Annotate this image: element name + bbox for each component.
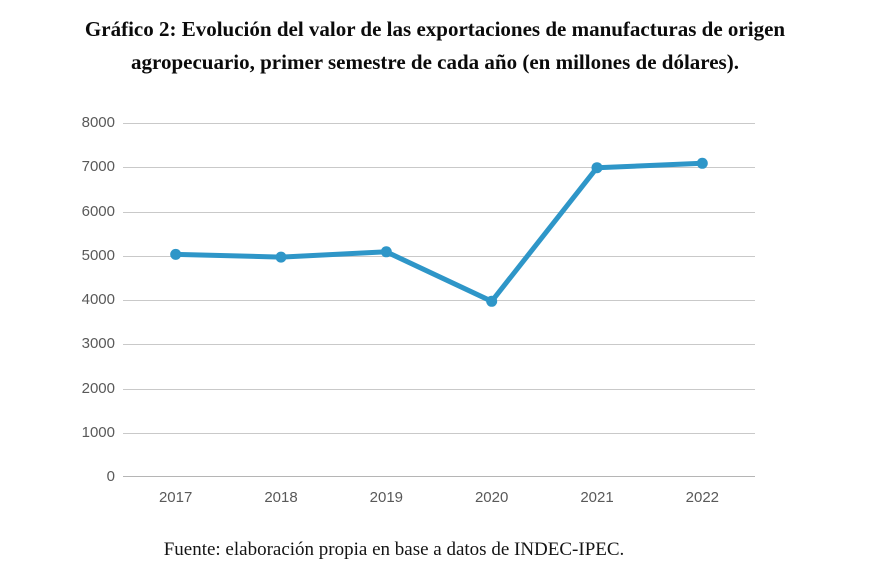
y-axis-tick-label: 6000 (81, 202, 115, 220)
x-axis-tick-label: 2017 (158, 489, 193, 506)
gridline (123, 433, 755, 434)
plot-area (123, 123, 755, 477)
data-point (275, 251, 287, 263)
x-axis-tick-label: 2020 (474, 489, 509, 506)
y-axis-tick-label: 5000 (81, 246, 115, 264)
gridline (123, 123, 755, 124)
data-point (591, 162, 603, 174)
gridline (123, 167, 755, 168)
y-axis-tick-label: 0 (106, 468, 115, 485)
figure-title: Gráfico 2: Evolución del valor de las ex… (84, 17, 786, 74)
gridline (123, 256, 755, 257)
data-point (486, 295, 498, 307)
y-axis-tick-label: 7000 (81, 158, 115, 176)
data-point (380, 246, 392, 258)
line-series (170, 157, 708, 307)
source-note: Fuente: elaboración propia en base a dat… (163, 539, 625, 560)
data-point (170, 248, 182, 260)
gridline (123, 389, 755, 390)
series-line (173, 160, 705, 304)
y-axis-tick-label: 3000 (81, 335, 115, 353)
x-axis-tick-label: 2019 (369, 489, 404, 506)
y-axis-tick-label: 4000 (81, 291, 115, 308)
gridline (123, 212, 755, 213)
gridline (123, 344, 755, 345)
y-axis-tick-label: 2000 (81, 379, 115, 397)
y-axis-tick-label: 1000 (81, 423, 115, 441)
x-axis-line (123, 476, 755, 477)
x-axis-tick-label: 2018 (264, 489, 298, 506)
data-point (696, 157, 708, 169)
x-axis-tick-label: 2021 (580, 489, 614, 506)
gridline (123, 300, 755, 301)
y-axis-tick-label: 8000 (81, 114, 115, 131)
x-axis-tick-label: 2022 (685, 489, 720, 506)
